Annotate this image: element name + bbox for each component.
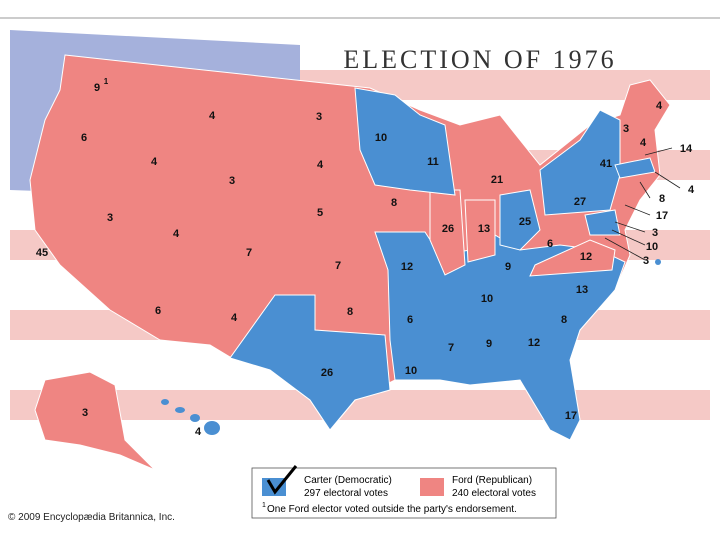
state-label: 4 bbox=[151, 156, 158, 168]
state-label: 7 bbox=[246, 247, 252, 259]
state-label: 4 bbox=[231, 312, 238, 324]
state-label: 4 bbox=[173, 228, 180, 240]
state-label: 8 bbox=[347, 306, 353, 318]
states bbox=[29, 54, 671, 471]
alaska bbox=[34, 371, 156, 471]
state-label: 10 bbox=[646, 241, 658, 253]
indiana bbox=[464, 199, 496, 263]
state-label: 8 bbox=[659, 193, 665, 205]
state-label: 3 bbox=[643, 255, 649, 267]
texas bbox=[229, 294, 391, 431]
footnote-marker: 1 bbox=[104, 77, 109, 86]
state-label: 27 bbox=[574, 196, 586, 208]
state-label: 8 bbox=[391, 197, 397, 209]
state-label: 3 bbox=[316, 111, 322, 123]
state-label: 7 bbox=[448, 342, 454, 354]
state-label: 45 bbox=[36, 247, 48, 259]
map-title: ELECTION OF 1976 bbox=[343, 45, 616, 74]
state-label: 10 bbox=[405, 365, 417, 377]
state-label: 14 bbox=[680, 143, 693, 155]
state-label: 13 bbox=[478, 223, 490, 235]
legend-label: Ford (Republican) bbox=[452, 475, 532, 486]
state-label: 26 bbox=[321, 367, 333, 379]
state-label: 4 bbox=[317, 159, 324, 171]
state-label: 12 bbox=[580, 251, 592, 263]
state-label: 17 bbox=[565, 410, 577, 422]
maryland-delaware bbox=[584, 209, 621, 236]
state-label: 3 bbox=[107, 212, 113, 224]
state-label: 3 bbox=[623, 123, 629, 135]
state-label: 5 bbox=[317, 207, 323, 219]
state-labels: 9 1 6 45 4 3 4 3 4 6 7 4 3 4 5 7 8 26 10… bbox=[36, 77, 695, 438]
state-label: 21 bbox=[491, 174, 503, 186]
state-label: 6 bbox=[407, 314, 413, 326]
credit: © 2009 Encyclopædia Britannica, Inc. bbox=[8, 512, 175, 523]
ford-swatch bbox=[420, 478, 444, 496]
legend-label: 297 electoral votes bbox=[304, 488, 388, 499]
state-label: 10 bbox=[375, 132, 387, 144]
checkmark bbox=[266, 465, 298, 495]
state-label: 4 bbox=[209, 110, 216, 122]
illinois bbox=[429, 189, 466, 276]
carter-northeast bbox=[539, 109, 621, 216]
state-label: 3 bbox=[229, 175, 235, 187]
footnote: One Ford elector voted outside the party… bbox=[267, 504, 517, 515]
state-label: 7 bbox=[335, 260, 341, 272]
state-label: 8 bbox=[561, 314, 567, 326]
state-label: 4 bbox=[656, 100, 663, 112]
state-label: 9 bbox=[94, 82, 100, 94]
hawaii bbox=[161, 399, 220, 435]
state-label: 3 bbox=[652, 227, 658, 239]
state-label: 17 bbox=[656, 210, 668, 222]
state-label: 4 bbox=[195, 426, 202, 438]
state-label: 41 bbox=[600, 158, 612, 170]
dc-marker bbox=[655, 259, 661, 265]
state-label: 9 bbox=[505, 261, 511, 273]
legend-label: Carter (Democratic) bbox=[304, 475, 392, 486]
state-label: 26 bbox=[442, 223, 454, 235]
state-label: 3 bbox=[82, 407, 88, 419]
state-label: 12 bbox=[401, 261, 413, 273]
state-label: 11 bbox=[427, 156, 439, 168]
leader-lines bbox=[604, 147, 681, 261]
state-label: 25 bbox=[519, 216, 531, 228]
state-label: 6 bbox=[81, 132, 87, 144]
legend: Carter (Democratic) 297 electoral votes … bbox=[251, 465, 557, 519]
footnote-marker: 1 bbox=[262, 502, 266, 509]
state-label: 4 bbox=[688, 184, 695, 196]
virginia bbox=[529, 239, 616, 277]
legend-label: 240 electoral votes bbox=[452, 488, 536, 499]
ohio bbox=[499, 189, 541, 251]
state-label: 6 bbox=[155, 305, 161, 317]
state-label: 4 bbox=[640, 137, 647, 149]
state-label: 9 bbox=[486, 338, 492, 350]
state-label: 6 bbox=[547, 238, 553, 250]
state-label: 10 bbox=[481, 293, 493, 305]
carter-upper-midwest bbox=[354, 87, 456, 196]
state-label: 12 bbox=[528, 337, 540, 349]
state-label: 13 bbox=[576, 284, 588, 296]
